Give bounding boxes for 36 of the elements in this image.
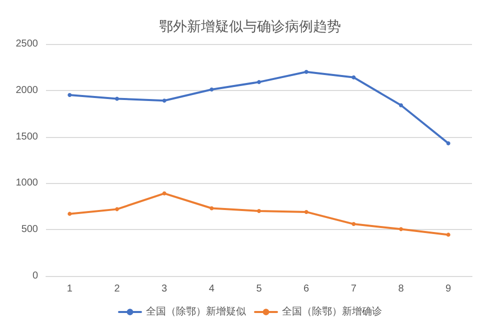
point: [162, 98, 166, 103]
point: [68, 93, 72, 98]
legend-label: 全国（除鄂）新增确诊: [282, 306, 382, 318]
point: [399, 103, 403, 108]
point: [68, 212, 72, 216]
point: [352, 75, 356, 80]
y-tick-label: 0: [32, 270, 38, 282]
point: [162, 191, 166, 196]
y-tick-label: 2000: [16, 84, 38, 96]
point: [352, 222, 356, 226]
point: [257, 209, 261, 214]
x-tick-label: 3: [162, 284, 168, 294]
point: [304, 70, 308, 74]
y-tick-label: 1500: [16, 131, 38, 142]
x-tick-label: 6: [304, 284, 310, 294]
x-tick-label: 7: [350, 284, 357, 294]
y-tick-label: 2500: [16, 38, 38, 50]
x-tick-label: 2: [114, 284, 120, 294]
x-tick-label: 9: [446, 284, 452, 294]
x-tick-label: 5: [256, 284, 262, 294]
legend-label: 全国（除鄂）新增疑似: [146, 306, 246, 318]
point: [115, 207, 119, 212]
y-tick-label: 500: [21, 224, 38, 236]
point: [399, 227, 403, 232]
point: [304, 210, 308, 214]
x-tick-label: 8: [398, 284, 404, 294]
point: [210, 87, 214, 92]
point: [446, 232, 450, 237]
y-tick-label: 1000: [16, 178, 38, 189]
x-tick-label: 1: [66, 284, 73, 294]
point: [115, 96, 119, 101]
x-tick-label: 4: [208, 284, 215, 294]
point: [446, 141, 450, 146]
point: [210, 206, 214, 210]
chart-title: 鄂外新增疑似与确诊病例趋势: [159, 18, 341, 34]
point: [257, 80, 261, 84]
